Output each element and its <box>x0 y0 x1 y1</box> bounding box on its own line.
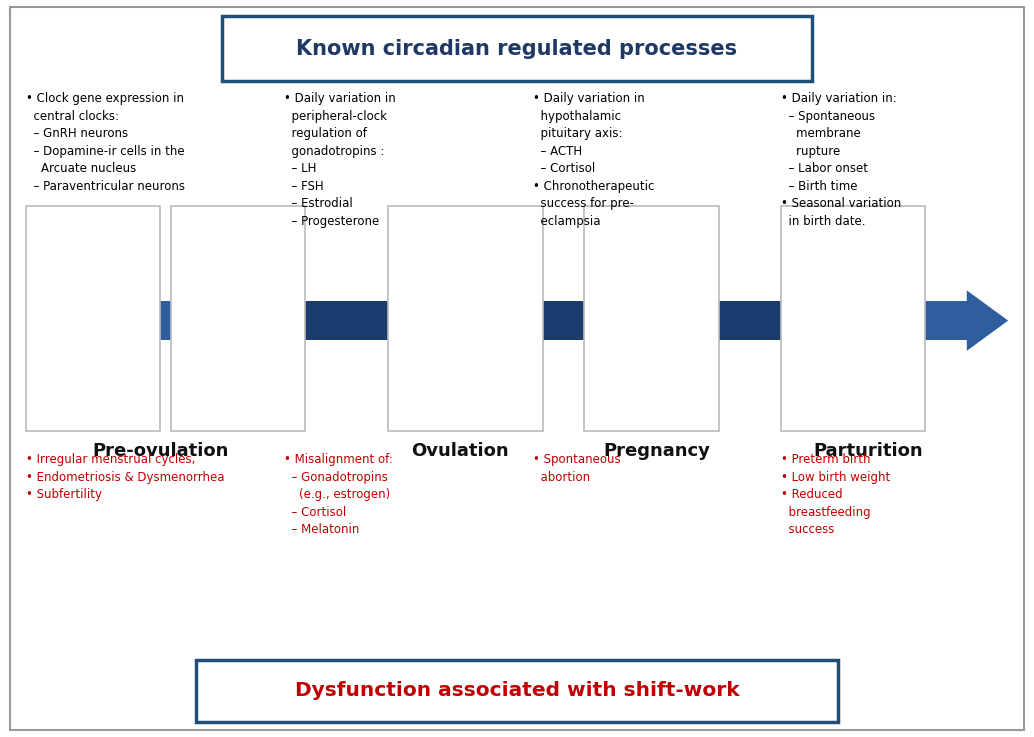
Text: Pregnancy: Pregnancy <box>603 442 710 460</box>
Text: • Misalignment of:
  – Gonadotropins
    (e.g., estrogen)
  – Cortisol
  – Melat: • Misalignment of: – Gonadotropins (e.g.… <box>284 453 393 537</box>
FancyBboxPatch shape <box>26 301 967 340</box>
FancyBboxPatch shape <box>719 301 781 340</box>
Text: • Daily variation in
  peripheral-clock
  regulation of
  gonadotropins :
  – LH: • Daily variation in peripheral-clock re… <box>284 92 396 228</box>
FancyBboxPatch shape <box>10 7 1024 730</box>
Text: • Irregular menstrual cycles,
• Endometriosis & Dysmenorrhea
• Subfertility: • Irregular menstrual cycles, • Endometr… <box>26 453 224 501</box>
Text: Ovulation: Ovulation <box>412 442 509 460</box>
FancyBboxPatch shape <box>171 206 305 431</box>
Text: • Daily variation in
  hypothalamic
  pituitary axis:
  – ACTH
  – Cortisol
• Ch: • Daily variation in hypothalamic pituit… <box>533 92 653 228</box>
FancyBboxPatch shape <box>584 206 719 431</box>
Text: Pre-ovulation: Pre-ovulation <box>92 442 229 460</box>
Text: Parturition: Parturition <box>814 442 923 460</box>
Text: • Daily variation in:
  – Spontaneous
    membrane
    rupture
  – Labor onset
 : • Daily variation in: – Spontaneous memb… <box>781 92 901 228</box>
FancyBboxPatch shape <box>222 16 812 81</box>
FancyBboxPatch shape <box>26 206 160 431</box>
FancyBboxPatch shape <box>781 206 925 431</box>
Polygon shape <box>967 290 1008 351</box>
FancyBboxPatch shape <box>196 660 838 722</box>
Text: • Clock gene expression in
  central clocks:
  – GnRH neurons
  – Dopamine-ir ce: • Clock gene expression in central clock… <box>26 92 185 192</box>
Text: Dysfunction associated with shift-work: Dysfunction associated with shift-work <box>295 682 739 700</box>
Text: • Spontaneous
  abortion: • Spontaneous abortion <box>533 453 620 483</box>
FancyBboxPatch shape <box>305 301 388 340</box>
FancyBboxPatch shape <box>543 301 584 340</box>
Text: • Preterm birth
• Low birth weight
• Reduced
  breastfeeding
  success: • Preterm birth • Low birth weight • Red… <box>781 453 890 537</box>
Text: Known circadian regulated processes: Known circadian regulated processes <box>297 38 737 59</box>
FancyBboxPatch shape <box>388 206 543 431</box>
